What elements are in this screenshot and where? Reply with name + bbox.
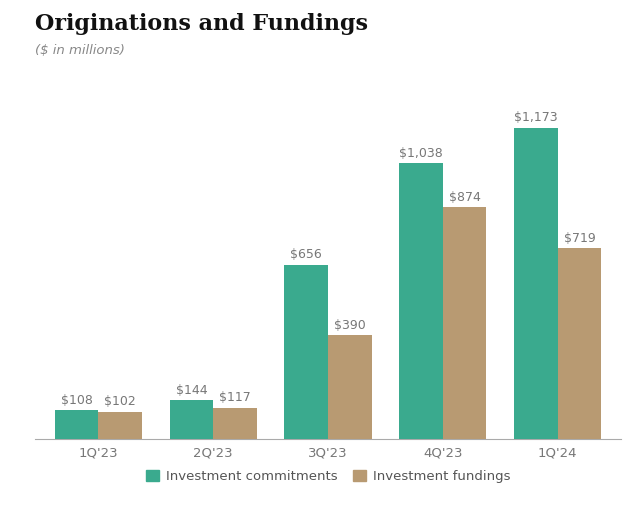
Text: ($ in millions): ($ in millions) — [35, 44, 125, 57]
Text: $1,173: $1,173 — [514, 112, 557, 125]
Bar — [284, 265, 328, 439]
Text: $117: $117 — [219, 391, 251, 404]
Bar — [443, 207, 486, 439]
Text: $390: $390 — [334, 319, 365, 332]
Bar — [328, 335, 372, 439]
Bar — [514, 128, 557, 439]
Text: Originations and Fundings: Originations and Fundings — [35, 13, 368, 35]
Legend: Investment commitments, Investment fundings: Investment commitments, Investment fundi… — [140, 465, 516, 489]
Bar — [170, 400, 213, 439]
Text: $102: $102 — [104, 395, 136, 408]
Bar — [99, 412, 142, 439]
Text: $144: $144 — [175, 384, 207, 397]
Text: $719: $719 — [564, 232, 595, 245]
Bar — [399, 163, 443, 439]
Bar — [55, 410, 99, 439]
Text: $656: $656 — [291, 249, 322, 262]
Bar — [557, 248, 602, 439]
Text: $874: $874 — [449, 190, 481, 203]
Text: $1,038: $1,038 — [399, 147, 443, 160]
Bar — [213, 407, 257, 439]
Text: $108: $108 — [61, 394, 92, 407]
